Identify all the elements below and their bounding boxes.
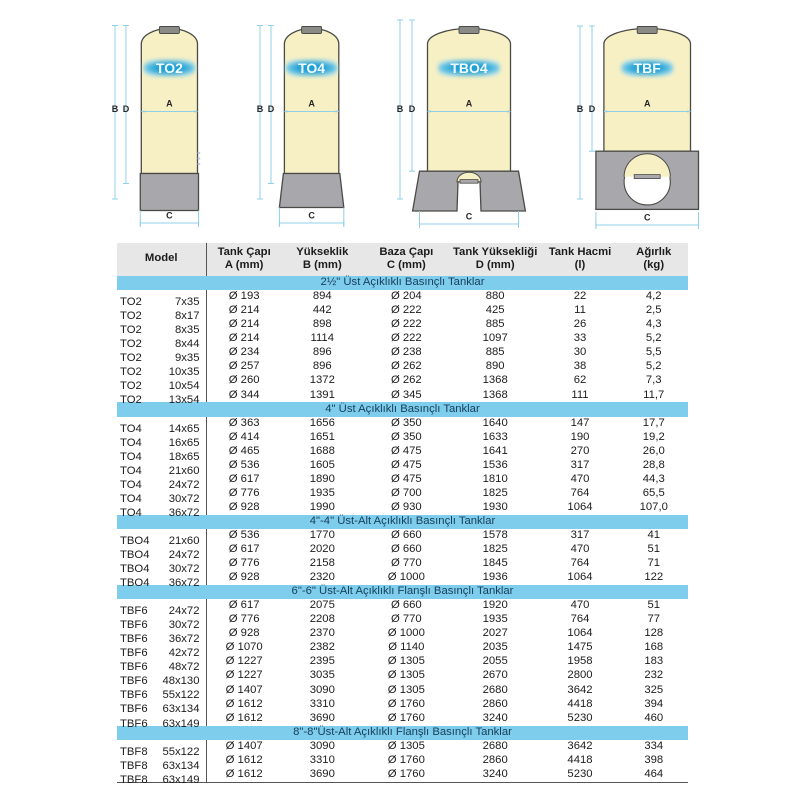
- svg-text:D: D: [268, 104, 275, 114]
- svg-text:C: C: [466, 212, 473, 222]
- svg-text:TBO4: TBO4: [450, 60, 488, 76]
- svg-text:C: C: [644, 213, 651, 223]
- svg-text:A: A: [308, 99, 315, 109]
- svg-text:B: B: [577, 104, 584, 114]
- svg-text:C: C: [308, 211, 315, 221]
- svg-text:B: B: [397, 104, 404, 114]
- svg-text:TO4: TO4: [298, 60, 325, 76]
- svg-text:A: A: [166, 99, 173, 109]
- svg-text:D: D: [589, 104, 596, 114]
- svg-text:B: B: [257, 104, 264, 114]
- svg-text:A: A: [466, 99, 473, 109]
- svg-text:C: C: [166, 211, 173, 221]
- svg-text:D: D: [409, 104, 416, 114]
- svg-text:TO2: TO2: [156, 60, 183, 76]
- svg-text:D: D: [123, 104, 130, 114]
- svg-text:B: B: [112, 104, 119, 114]
- svg-text:TBF: TBF: [634, 60, 662, 76]
- svg-text:A: A: [644, 99, 651, 109]
